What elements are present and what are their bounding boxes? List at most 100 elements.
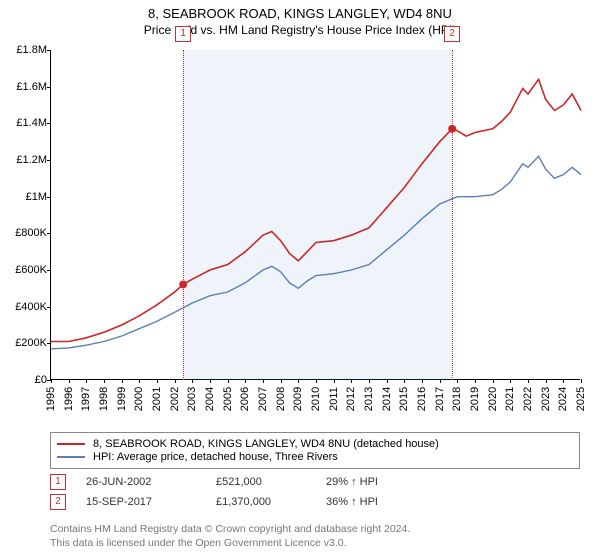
y-axis-tick: [47, 307, 51, 308]
x-axis-label: 2010: [310, 387, 322, 411]
x-axis-tick: [510, 379, 511, 383]
y-axis-label: £0: [5, 374, 47, 386]
x-axis-label: 2014: [381, 387, 393, 411]
y-axis-tick: [47, 50, 51, 51]
sale-vline: [183, 50, 184, 380]
x-axis-label: 2000: [133, 387, 145, 411]
chart-container: 8, SEABROOK ROAD, KINGS LANGLEY, WD4 8NU…: [0, 0, 600, 560]
y-axis-label: £1.2M: [5, 154, 47, 166]
x-axis-label: 2018: [451, 387, 463, 411]
x-axis-label: 2001: [151, 387, 163, 411]
y-axis-label: £800K: [5, 227, 47, 239]
x-axis-tick: [369, 379, 370, 383]
x-axis-label: 2016: [416, 387, 428, 411]
y-axis-label: £1.8M: [5, 44, 47, 56]
x-axis-label: 2007: [257, 387, 269, 411]
sale-row: 1 26-JUN-2002£521,00029% ↑ HPI: [50, 474, 446, 490]
y-axis-tick: [47, 123, 51, 124]
sale-marker-box: 2: [444, 26, 460, 42]
sale-marker: 1: [50, 474, 66, 490]
x-axis-label: 2019: [469, 387, 481, 411]
footer-attribution: Contains HM Land Registry data © Crown c…: [50, 522, 410, 550]
x-axis-label: 2017: [434, 387, 446, 411]
title-subtitle: Price paid vs. HM Land Registry's House …: [0, 23, 600, 37]
x-axis-tick: [528, 379, 529, 383]
x-axis-tick: [210, 379, 211, 383]
title-address: 8, SEABROOK ROAD, KINGS LANGLEY, WD4 8NU: [0, 6, 600, 21]
y-axis-tick: [47, 87, 51, 88]
x-axis-tick: [281, 379, 282, 383]
sale-note: 29% ↑ HPI: [326, 476, 446, 488]
x-axis-label: 2013: [363, 387, 375, 411]
x-axis-label: 1996: [63, 387, 75, 411]
y-axis-label: £600K: [5, 264, 47, 276]
sale-note: 36% ↑ HPI: [326, 496, 446, 508]
x-axis-tick: [122, 379, 123, 383]
chart-svg: [51, 50, 581, 380]
x-axis-label: 2024: [557, 387, 569, 411]
x-axis-tick: [298, 379, 299, 383]
x-axis-label: 2012: [345, 387, 357, 411]
sales-table: 1 26-JUN-2002£521,00029% ↑ HPI 2 15-SEP-201…: [50, 474, 446, 514]
x-axis-tick: [86, 379, 87, 383]
y-axis-tick: [47, 343, 51, 344]
y-axis-tick: [47, 270, 51, 271]
x-axis-label: 2015: [398, 387, 410, 411]
sale-price: £1,370,000: [216, 496, 326, 508]
x-axis-label: 2008: [275, 387, 287, 411]
x-axis-tick: [546, 379, 547, 383]
x-axis-tick: [157, 379, 158, 383]
x-axis-label: 2002: [169, 387, 181, 411]
x-axis-tick: [351, 379, 352, 383]
x-axis-label: 2003: [186, 387, 198, 411]
x-axis-label: 1995: [45, 387, 57, 411]
x-axis-tick: [404, 379, 405, 383]
x-axis-tick: [51, 379, 52, 383]
x-axis-tick: [334, 379, 335, 383]
sale-vline: [452, 50, 453, 380]
x-axis-tick: [563, 379, 564, 383]
x-axis-tick: [422, 379, 423, 383]
series-line-subject: [51, 79, 581, 341]
x-axis-label: 2005: [222, 387, 234, 411]
x-axis-label: 1998: [98, 387, 110, 411]
x-axis-label: 2021: [504, 387, 516, 411]
x-axis-label: 2009: [292, 387, 304, 411]
x-axis-tick: [228, 379, 229, 383]
sale-marker: 2: [50, 494, 66, 510]
y-axis-tick: [47, 160, 51, 161]
plot-region: 12£0£200K£400K£600K£800K£1M£1.2M£1.4M£1.…: [50, 50, 580, 380]
sale-price: £521,000: [216, 476, 326, 488]
x-axis-label: 2004: [204, 387, 216, 411]
legend-box: 8, SEABROOK ROAD, KINGS LANGLEY, WD4 8NU…: [50, 432, 580, 469]
legend-swatch: [57, 443, 85, 445]
footer-line2: This data is licensed under the Open Gov…: [50, 536, 410, 550]
y-axis-label: £200K: [5, 337, 47, 349]
legend-label: HPI: Average price, detached house, Thre…: [93, 451, 338, 463]
legend-label: 8, SEABROOK ROAD, KINGS LANGLEY, WD4 8NU…: [93, 438, 439, 450]
x-axis-label: 2006: [239, 387, 251, 411]
y-axis-tick: [47, 197, 51, 198]
legend-swatch: [57, 456, 85, 458]
footer-line1: Contains HM Land Registry data © Crown c…: [50, 522, 410, 536]
sale-date: 15-SEP-2017: [86, 496, 216, 508]
y-axis-label: £400K: [5, 301, 47, 313]
x-axis-label: 1999: [116, 387, 128, 411]
x-axis-tick: [316, 379, 317, 383]
x-axis-label: 2020: [487, 387, 499, 411]
x-axis-label: 2025: [575, 387, 587, 411]
x-axis-tick: [493, 379, 494, 383]
x-axis-tick: [440, 379, 441, 383]
sale-date: 26-JUN-2002: [86, 476, 216, 488]
x-axis-tick: [263, 379, 264, 383]
x-axis-tick: [387, 379, 388, 383]
x-axis-tick: [457, 379, 458, 383]
sale-row: 2 15-SEP-2017£1,370,00036% ↑ HPI: [50, 494, 446, 510]
x-axis-tick: [192, 379, 193, 383]
x-axis-tick: [581, 379, 582, 383]
x-axis-label: 2023: [540, 387, 552, 411]
x-axis-tick: [104, 379, 105, 383]
title-block: 8, SEABROOK ROAD, KINGS LANGLEY, WD4 8NU…: [0, 0, 600, 37]
x-axis-tick: [139, 379, 140, 383]
x-axis-tick: [475, 379, 476, 383]
